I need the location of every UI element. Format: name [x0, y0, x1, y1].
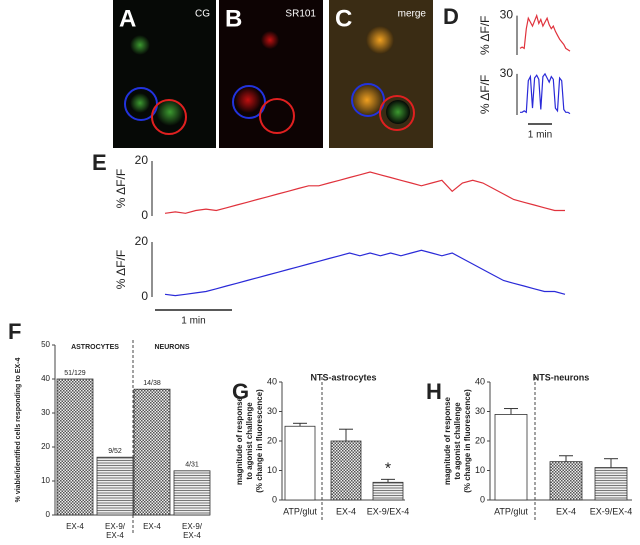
x-tick-label: EX-9/EX-4 — [105, 522, 126, 540]
y-tick-label: 0 — [480, 494, 485, 504]
y-axis-label: % ΔF/F — [478, 75, 492, 114]
x-tick-label: ATP/glut — [494, 506, 528, 516]
y-tick-label: 0 — [141, 208, 148, 222]
y-axis-label: % ΔF/F — [114, 250, 128, 289]
panel-letter: E — [92, 150, 107, 175]
y-axis-label: to agonist challenge — [245, 402, 254, 480]
scale-label: 1 min — [528, 130, 552, 141]
y-tick-label: 40 — [41, 374, 50, 383]
bar-annotation: 4/31 — [185, 462, 199, 469]
trace — [520, 72, 571, 115]
x-tick-label: EX-4 — [66, 522, 84, 531]
y-tick-label: 40 — [475, 376, 485, 386]
panel-letter: C — [335, 5, 352, 32]
panel-letter: H — [426, 379, 442, 404]
y-tick-label: 0 — [141, 289, 148, 303]
y-axis-label: % ΔF/F — [478, 16, 492, 55]
y-tick-label: 20 — [135, 234, 149, 248]
bar-annotation: 14/38 — [143, 380, 161, 387]
panel-letter: F — [8, 319, 21, 344]
y-tick-label: 40 — [267, 376, 277, 386]
y-tick-label: 30 — [475, 406, 485, 416]
y-tick-label: 10 — [41, 476, 50, 485]
significance-marker: * — [385, 461, 391, 478]
x-tick-label: EX-9/EX-4 — [367, 506, 410, 516]
image-label: SR101 — [285, 9, 316, 20]
group-label: ASTROCYTES — [71, 344, 119, 351]
bar — [330, 440, 362, 501]
bar — [173, 470, 211, 516]
y-axis-label: to agonist challenge — [453, 402, 462, 480]
trace — [164, 249, 566, 297]
y-tick-label: 30 — [500, 66, 514, 80]
y-axis-label: % ΔF/F — [114, 169, 128, 208]
y-tick-label: 20 — [135, 153, 149, 167]
x-tick-label: EX-9/EX-4 — [182, 522, 203, 540]
bar — [372, 481, 404, 501]
y-axis-label: magnitude of response — [443, 396, 452, 485]
y-tick-label: 50 — [41, 340, 50, 349]
y-tick-label: 20 — [475, 435, 485, 445]
y-axis-label: (% change in fluorescence) — [255, 389, 264, 493]
y-tick-label: 20 — [41, 442, 50, 451]
x-tick-label: EX-4 — [556, 506, 576, 516]
panel-letter: A — [119, 5, 136, 32]
bar — [494, 414, 528, 501]
x-tick-label: EX-4 — [143, 522, 161, 531]
bar — [549, 461, 583, 501]
micrographs — [113, 0, 433, 148]
y-axis-label: magnitude of response — [235, 396, 244, 485]
trace — [519, 13, 571, 52]
chart-title: NTS-astrocytes — [310, 372, 376, 382]
y-axis-label: % viable/identified cells responding to … — [15, 358, 22, 503]
y-tick-label: 10 — [267, 465, 277, 475]
scale-label: 1 min — [181, 316, 205, 327]
panel-letter: D — [443, 4, 459, 29]
y-tick-label: 30 — [41, 408, 50, 417]
bar — [284, 425, 316, 501]
y-tick-label: 0 — [46, 510, 51, 519]
y-tick-label: 10 — [475, 465, 485, 475]
bar-annotation: 9/52 — [108, 448, 122, 455]
y-tick-label: 0 — [272, 494, 277, 504]
trace — [164, 171, 565, 214]
bar — [133, 388, 171, 516]
y-tick-label: 30 — [500, 8, 514, 22]
bar — [56, 378, 94, 516]
y-tick-label: 30 — [267, 406, 277, 416]
bar — [594, 467, 628, 501]
chart-title: NTS-neurons — [533, 372, 590, 382]
x-tick-label: EX-9/EX-4 — [590, 506, 633, 516]
y-tick-label: 20 — [267, 435, 277, 445]
panel-letter: G — [232, 379, 249, 404]
bar — [96, 456, 134, 516]
image-label: merge — [398, 9, 427, 20]
y-axis-label: (% change in fluorescence) — [463, 389, 472, 493]
group-label: NEURONS — [154, 344, 189, 351]
panel-letter: B — [225, 5, 242, 32]
x-tick-label: EX-4 — [336, 506, 356, 516]
x-tick-label: ATP/glut — [283, 506, 317, 516]
image-label: CG — [195, 9, 210, 20]
bar-annotation: 51/129 — [64, 370, 86, 377]
